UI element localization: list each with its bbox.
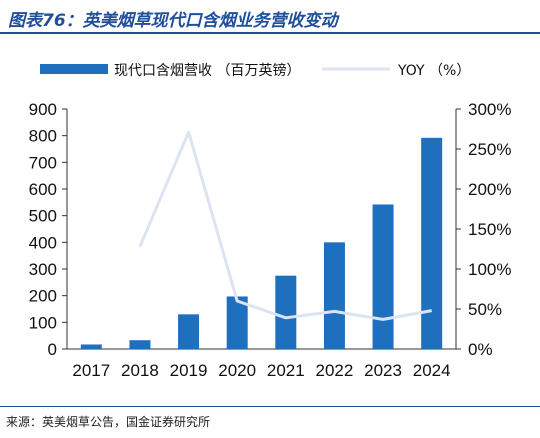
title-rule xyxy=(0,32,540,34)
left-tick-label: 300 xyxy=(29,260,57,279)
left-tick-label: 0 xyxy=(48,340,57,359)
axes xyxy=(62,108,461,350)
legend-bar-swatch xyxy=(40,64,108,74)
right-tick-label: 0% xyxy=(468,340,493,359)
legend-bar-label: 现代口含烟营收 （百万英镑） xyxy=(114,62,300,79)
axis-labels: 0 100 200 300 400 500 600 700 800 900 0% 50% 100% 150… xyxy=(29,100,512,380)
right-tick-label: 250% xyxy=(468,140,511,159)
legend-line-label: YOY （%） xyxy=(397,63,470,79)
left-tick-label: 500 xyxy=(29,207,57,226)
figure-title: 图表76：英美烟草现代口含烟业务营收变动 xyxy=(8,11,338,31)
yoy-line-group xyxy=(138,130,432,321)
source-note: 来源：英美烟草公告，国金证券研究所 xyxy=(6,415,211,429)
x-tick-label: 2017 xyxy=(72,361,110,380)
x-tick-label: 2024 xyxy=(413,361,451,380)
left-tick-label: 800 xyxy=(29,127,57,146)
bottom-rule xyxy=(0,406,540,407)
right-tick-label: 300% xyxy=(468,100,511,119)
left-tick-label: 600 xyxy=(29,180,57,199)
bar-2024 xyxy=(421,137,443,349)
x-tick-label: 2022 xyxy=(316,361,354,380)
legend: 现代口含烟营收 （百万英镑） YOY （%） xyxy=(40,62,470,79)
left-tick-label: 100 xyxy=(29,313,57,332)
x-tick-label: 2019 xyxy=(170,361,208,380)
bar-2018 xyxy=(129,340,151,349)
bar-2020 xyxy=(226,296,248,349)
left-tick-label: 400 xyxy=(29,233,57,252)
right-tick-label: 200% xyxy=(468,180,511,199)
left-tick-label: 200 xyxy=(29,287,57,306)
bar-2021 xyxy=(275,275,297,349)
right-tick-label: 100% xyxy=(468,260,511,279)
left-tick-label: 900 xyxy=(29,100,57,119)
bar-2019 xyxy=(178,314,200,349)
x-tick-label: 2020 xyxy=(218,361,256,380)
left-tick-label: 700 xyxy=(29,153,57,172)
right-tick-label: 50% xyxy=(468,300,502,319)
x-tick-label: 2018 xyxy=(121,361,159,380)
bar-2017 xyxy=(80,344,102,349)
bars xyxy=(80,137,443,349)
bar-2022 xyxy=(323,242,345,349)
bar-2023 xyxy=(372,204,394,349)
x-tick-label: 2023 xyxy=(364,361,402,380)
x-tick-label: 2021 xyxy=(267,361,305,380)
right-tick-label: 150% xyxy=(468,220,511,239)
